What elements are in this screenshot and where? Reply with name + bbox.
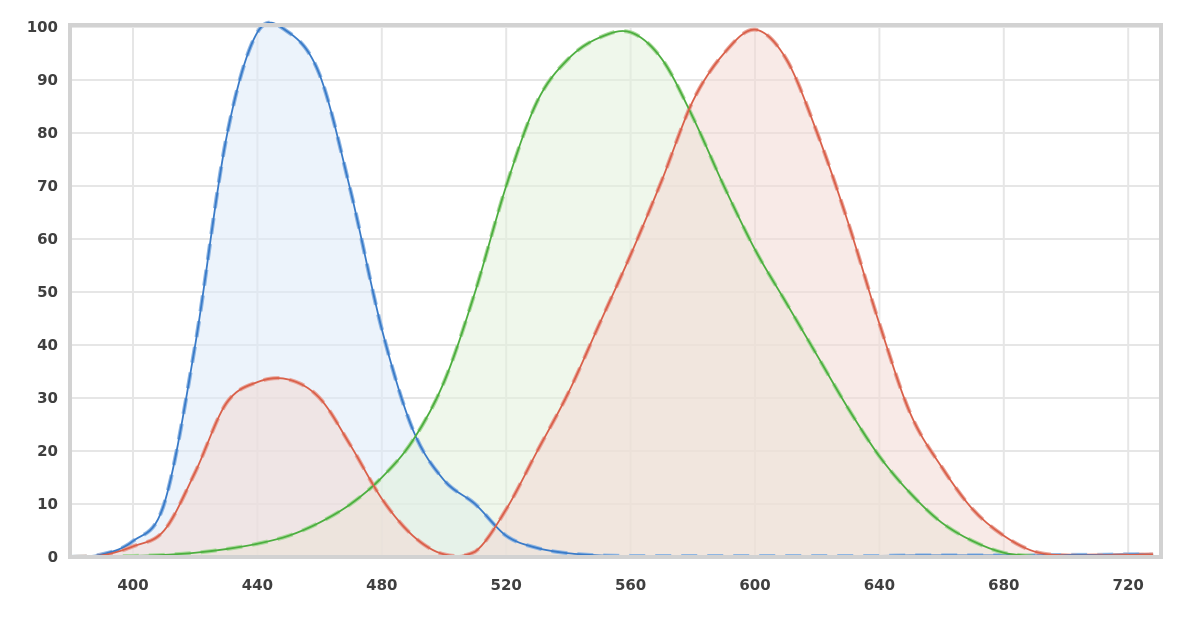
y-tick-label: 70	[37, 177, 58, 195]
x-tick-label: 520	[491, 576, 522, 594]
plot-frame	[68, 23, 1163, 559]
y-tick-label: 100	[27, 18, 58, 36]
series-area-2	[70, 29, 1154, 558]
x-tick-label: 400	[117, 576, 148, 594]
y-tick-label: 90	[37, 71, 58, 89]
x-tick-label: 640	[864, 576, 895, 594]
y-tick-label: 80	[37, 124, 58, 142]
series-line-2	[70, 28, 1154, 558]
y-tick-label: 60	[37, 230, 58, 248]
x-tick-label: 600	[739, 576, 770, 594]
x-tick-label: 440	[242, 576, 273, 594]
y-tick-label: 40	[37, 336, 58, 354]
y-axis-ticks: 0 10 20 30 40 50 60 70 80 90 100	[27, 18, 58, 566]
y-tick-label: 30	[37, 389, 58, 407]
y-tick-label: 0	[48, 548, 58, 566]
series-area-1	[70, 31, 1154, 558]
x-axis-ticks: 400 440 480 520 560 600 640 680 720	[117, 576, 1144, 594]
x-tick-label: 480	[366, 576, 397, 594]
x-tick-label: 560	[615, 576, 646, 594]
y-tick-label: 20	[37, 442, 58, 460]
x-tick-label: 720	[1113, 576, 1144, 594]
y-tick-label: 50	[37, 283, 58, 301]
x-tick-label: 680	[988, 576, 1019, 594]
series-line-1	[70, 30, 1154, 558]
y-tick-label: 10	[37, 495, 58, 513]
